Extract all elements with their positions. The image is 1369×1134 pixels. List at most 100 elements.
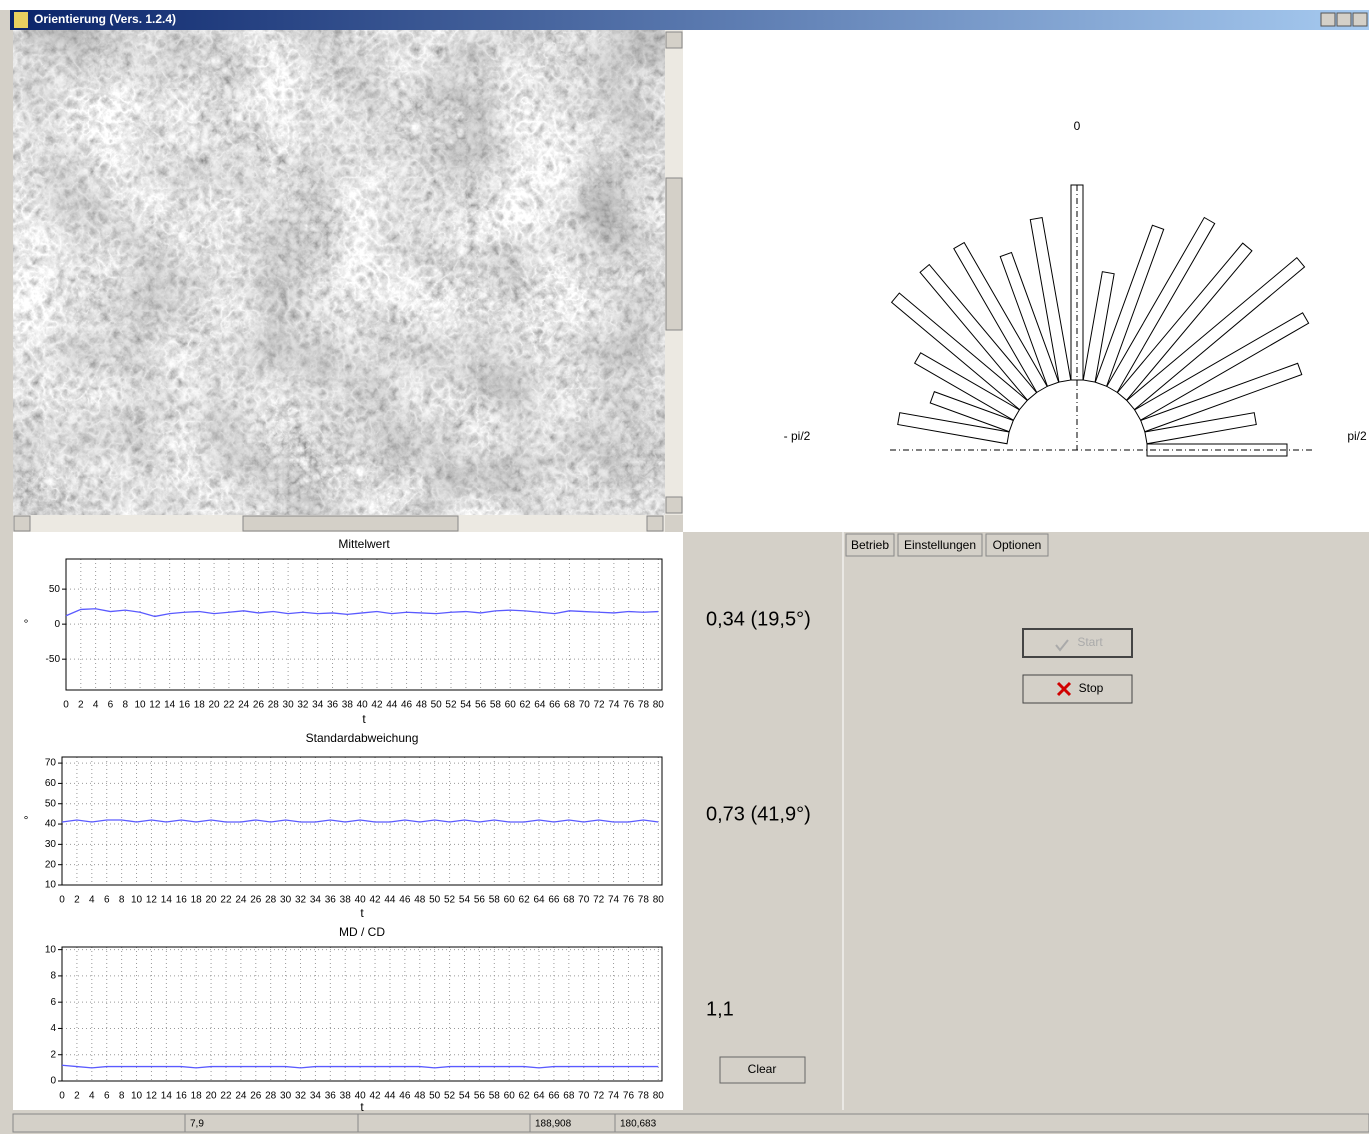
x-tick-label: 64: [533, 1091, 545, 1102]
x-tick-label: 36: [325, 895, 337, 906]
x-tick-label: 54: [459, 895, 471, 906]
x-tick-label: 46: [399, 1091, 411, 1102]
y-tick-label: 70: [45, 758, 57, 769]
scroll-right[interactable]: [647, 516, 663, 531]
x-tick-label: 12: [146, 895, 158, 906]
x-tick-label: 76: [623, 895, 635, 906]
top-strip: [0, 0, 1369, 10]
x-tick-label: 20: [209, 700, 221, 711]
x-tick-label: 30: [283, 700, 295, 711]
x-tick-label: 42: [369, 895, 381, 906]
x-tick-label: 14: [164, 700, 176, 711]
scroll-thumb[interactable]: [243, 516, 458, 531]
y-tick-label: 0: [50, 1076, 56, 1087]
x-tick-label: 2: [74, 1091, 80, 1102]
x-tick-label: 18: [191, 895, 203, 906]
x-tick-label: 48: [414, 895, 426, 906]
x-tick-label: 24: [235, 895, 247, 906]
x-tick-label: 72: [594, 700, 606, 711]
x-tick-label: 12: [146, 1091, 158, 1102]
x-tick-label: 54: [460, 700, 472, 711]
chart-title: Standardabweichung: [306, 731, 419, 745]
scroll-thumb[interactable]: [666, 178, 682, 330]
stop-button[interactable]: [1023, 675, 1132, 703]
x-tick-label: 36: [325, 1091, 337, 1102]
start-label: Start: [1077, 635, 1103, 649]
x-tick-label: 34: [310, 895, 322, 906]
x-tick-label: 42: [369, 1091, 381, 1102]
x-tick-label: 36: [327, 700, 339, 711]
x-tick-label: 56: [475, 700, 487, 711]
title-bar: [10, 10, 1369, 30]
x-tick-label: 70: [579, 700, 591, 711]
y-tick-label: 6: [50, 997, 56, 1008]
x-tick-label: 44: [384, 1091, 396, 1102]
minimize-button[interactable]: [1321, 13, 1335, 26]
x-tick-label: 48: [416, 700, 428, 711]
y-tick-label: 0: [54, 619, 60, 630]
status-text: 7,9: [190, 1119, 204, 1130]
result-mean: 0,34 (19,5°): [706, 608, 811, 630]
window: Orientierung (Vers. 1.2.4) Clear Betrieb…: [0, 0, 1369, 1134]
x-tick-label: 2: [74, 895, 80, 906]
x-tick-label: 66: [548, 1091, 560, 1102]
x-tick-label: 52: [444, 1091, 456, 1102]
x-tick-label: 8: [119, 1091, 125, 1102]
x-tick-label: 38: [342, 700, 354, 711]
x-tick-label: 58: [489, 1091, 501, 1102]
x-tick-label: 50: [431, 700, 443, 711]
x-tick-label: 16: [176, 1091, 188, 1102]
tab-label: Betrieb: [851, 538, 889, 552]
scroll-down[interactable]: [666, 497, 682, 513]
x-tick-label: 32: [295, 895, 307, 906]
x-tick-label: 62: [519, 1091, 531, 1102]
y-tick-label: 40: [45, 819, 57, 830]
stop-label: Stop: [1079, 681, 1104, 695]
x-tick-label: 30: [280, 1091, 292, 1102]
x-tick-label: 68: [564, 700, 576, 711]
y-tick-label: 2: [50, 1049, 56, 1060]
x-tick-label: 2: [78, 700, 84, 711]
maximize-button[interactable]: [1337, 13, 1351, 26]
x-tick-label: 4: [89, 895, 95, 906]
y-axis-label: °: [24, 617, 29, 631]
x-tick-label: 66: [548, 895, 560, 906]
x-tick-label: 78: [638, 1091, 650, 1102]
x-tick-label: 76: [623, 700, 635, 711]
x-tick-label: 10: [131, 895, 143, 906]
status-text: 180,683: [620, 1119, 657, 1130]
chart-title: Mittelwert: [338, 537, 390, 551]
x-tick-label: 6: [104, 895, 110, 906]
x-tick-label: 38: [340, 1091, 352, 1102]
x-tick-label: 58: [489, 895, 501, 906]
x-tick-label: 44: [386, 700, 398, 711]
y-tick-label: -50: [46, 654, 61, 665]
scroll-up[interactable]: [666, 32, 682, 48]
x-tick-label: 26: [250, 1091, 262, 1102]
window-title: Orientierung (Vers. 1.2.4): [34, 12, 176, 26]
x-tick-label: 64: [534, 700, 546, 711]
scroll-left[interactable]: [14, 516, 30, 531]
clear-label: Clear: [748, 1062, 777, 1076]
angle-label: 0: [1074, 119, 1081, 133]
result-mdcd: 1,1: [706, 998, 734, 1020]
x-tick-label: 78: [638, 700, 650, 711]
fiber-image: [13, 30, 665, 515]
x-tick-label: 40: [355, 1091, 367, 1102]
x-tick-label: 20: [206, 1091, 218, 1102]
x-tick-label: 70: [578, 1091, 590, 1102]
x-tick-label: 54: [459, 1091, 471, 1102]
angle-label: pi/2: [1347, 429, 1367, 443]
x-tick-label: 60: [504, 1091, 516, 1102]
x-tick-label: 40: [357, 700, 369, 711]
y-tick-label: 20: [45, 859, 57, 870]
x-tick-label: 10: [131, 1091, 143, 1102]
x-tick-label: 30: [280, 895, 292, 906]
x-tick-label: 10: [134, 700, 146, 711]
close-button[interactable]: [1353, 13, 1367, 26]
result-std: 0,73 (41,9°): [706, 803, 811, 825]
y-tick-label: 50: [49, 584, 61, 595]
angle-label: - pi/2: [784, 429, 811, 443]
x-tick-label: 28: [265, 895, 277, 906]
y-tick-label: 50: [45, 798, 57, 809]
